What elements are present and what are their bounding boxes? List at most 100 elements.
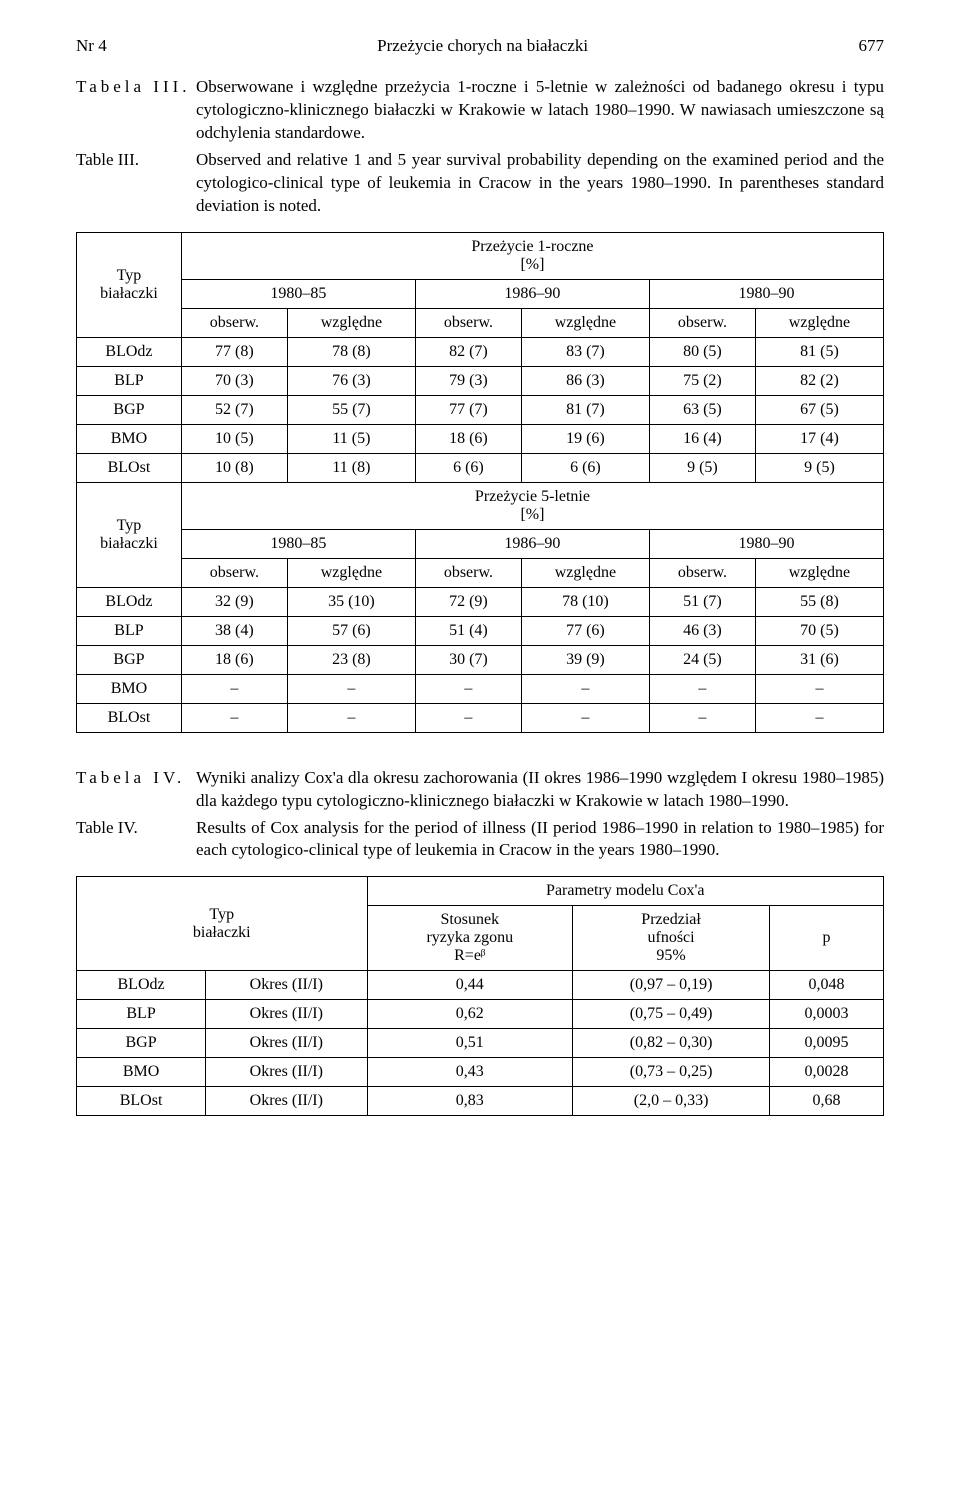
table-cell: – <box>521 674 649 703</box>
table-cell: 16 (4) <box>649 424 755 453</box>
table-cell: (0,75 – 0,49) <box>573 1000 770 1029</box>
table-cell: 81 (7) <box>521 395 649 424</box>
table-cell: Okres (II/I) <box>206 1087 367 1116</box>
table3-period5-1: 1986–90 <box>415 529 649 558</box>
table-cell: 18 (6) <box>415 424 521 453</box>
table-cell: 23 (8) <box>287 645 415 674</box>
table-row-type: BGP <box>77 645 182 674</box>
header-center: Przeżycie chorych na białaczki <box>377 36 588 56</box>
table3-corner: Typ białaczki <box>77 232 182 337</box>
table-row-type: BLOdz <box>77 587 182 616</box>
table-cell: 10 (8) <box>181 453 287 482</box>
table-cell: – <box>649 674 755 703</box>
table-cell: – <box>521 703 649 732</box>
table-cell: 0,048 <box>770 971 884 1000</box>
table-cell: – <box>415 703 521 732</box>
table-cell: 81 (5) <box>755 337 883 366</box>
table-cell: 82 (2) <box>755 366 883 395</box>
table-cell: 10 (5) <box>181 424 287 453</box>
table-cell: 17 (4) <box>755 424 883 453</box>
table-row-type: BLOst <box>77 453 182 482</box>
table4-param-head: Parametry modelu Cox'a <box>367 877 884 906</box>
table-cell: 30 (7) <box>415 645 521 674</box>
table4-label-en: Table IV. <box>76 817 196 863</box>
table-cell: (0,82 – 0,30) <box>573 1029 770 1058</box>
table-cell: – <box>755 674 883 703</box>
table3-sub-5: względne <box>755 308 883 337</box>
table-cell: (2,0 – 0,33) <box>573 1087 770 1116</box>
table-cell: 32 (9) <box>181 587 287 616</box>
table-cell: 76 (3) <box>287 366 415 395</box>
table-cell: 57 (6) <box>287 616 415 645</box>
table-cell: Okres (II/I) <box>206 971 367 1000</box>
table3-sub5-5: względne <box>755 558 883 587</box>
table4-col-3: p <box>770 906 884 971</box>
table-cell: 0,51 <box>367 1029 573 1058</box>
table-cell: 86 (3) <box>521 366 649 395</box>
table-cell: 0,0095 <box>770 1029 884 1058</box>
table-cell: 35 (10) <box>287 587 415 616</box>
table-cell: – <box>181 674 287 703</box>
table-cell: 72 (9) <box>415 587 521 616</box>
table-row-type: BMO <box>77 424 182 453</box>
table-cell: 82 (7) <box>415 337 521 366</box>
header-left: Nr 4 <box>76 36 107 56</box>
table3-sub-3: względne <box>521 308 649 337</box>
table-row-type: BLP <box>77 1000 206 1029</box>
table3-sub5-4: obserw. <box>649 558 755 587</box>
table3-period-1: 1986–90 <box>415 279 649 308</box>
table-cell: 0,43 <box>367 1058 573 1087</box>
table4-col-1: Stosunek ryzyka zgonu R=eᵝ <box>367 906 573 971</box>
table-3: Typ białaczki Przeżycie 1-roczne [%] 198… <box>76 232 884 733</box>
table-cell: 77 (6) <box>521 616 649 645</box>
table3-period5-0: 1980–85 <box>181 529 415 558</box>
table-cell: 0,68 <box>770 1087 884 1116</box>
table-cell: 39 (9) <box>521 645 649 674</box>
table-cell: 78 (8) <box>287 337 415 366</box>
table3-period-0: 1980–85 <box>181 279 415 308</box>
table-cell: – <box>649 703 755 732</box>
table3-sub5-3: względne <box>521 558 649 587</box>
table-cell: 80 (5) <box>649 337 755 366</box>
table-cell: 51 (7) <box>649 587 755 616</box>
table-cell: – <box>287 674 415 703</box>
table-cell: 75 (2) <box>649 366 755 395</box>
table-cell: 70 (5) <box>755 616 883 645</box>
table-cell: 38 (4) <box>181 616 287 645</box>
table-row-type: BLP <box>77 616 182 645</box>
table-row-type: BMO <box>77 1058 206 1087</box>
table-cell: 24 (5) <box>649 645 755 674</box>
table-cell: 63 (5) <box>649 395 755 424</box>
table-row-type: BLOst <box>77 703 182 732</box>
table-cell: 0,44 <box>367 971 573 1000</box>
table-cell: 52 (7) <box>181 395 287 424</box>
table-cell: 0,83 <box>367 1087 573 1116</box>
table3-sub-1: względne <box>287 308 415 337</box>
table-4: Typ białaczki Parametry modelu Cox'a Sto… <box>76 876 884 1116</box>
table3-sub-0: obserw. <box>181 308 287 337</box>
table3-label-en: Table III. <box>76 149 196 218</box>
table-row-type: BLOdz <box>77 971 206 1000</box>
table3-period-2: 1980–90 <box>649 279 883 308</box>
table-cell: (0,73 – 0,25) <box>573 1058 770 1087</box>
table-cell: 77 (7) <box>415 395 521 424</box>
table-cell: 11 (8) <box>287 453 415 482</box>
table-cell: – <box>755 703 883 732</box>
table-row-type: BLOdz <box>77 337 182 366</box>
table-cell: 6 (6) <box>415 453 521 482</box>
table-cell: – <box>287 703 415 732</box>
table-cell: 19 (6) <box>521 424 649 453</box>
table3-caption-en: Observed and relative 1 and 5 year survi… <box>196 149 884 218</box>
table3-sub-2: obserw. <box>415 308 521 337</box>
table4-col-2: Przedział ufności 95% <box>573 906 770 971</box>
table-row-type: BLP <box>77 366 182 395</box>
table3-sub5-0: obserw. <box>181 558 287 587</box>
table3-label-pl: Tabela III. <box>76 76 196 145</box>
table-cell: 51 (4) <box>415 616 521 645</box>
table-cell: 46 (3) <box>649 616 755 645</box>
table3-sub5-2: obserw. <box>415 558 521 587</box>
table-row-type: BLOst <box>77 1087 206 1116</box>
table4-caption-pl: Wyniki analizy Cox'a dla okresu zachorow… <box>196 767 884 813</box>
table3-sub-4: obserw. <box>649 308 755 337</box>
table-cell: 0,62 <box>367 1000 573 1029</box>
